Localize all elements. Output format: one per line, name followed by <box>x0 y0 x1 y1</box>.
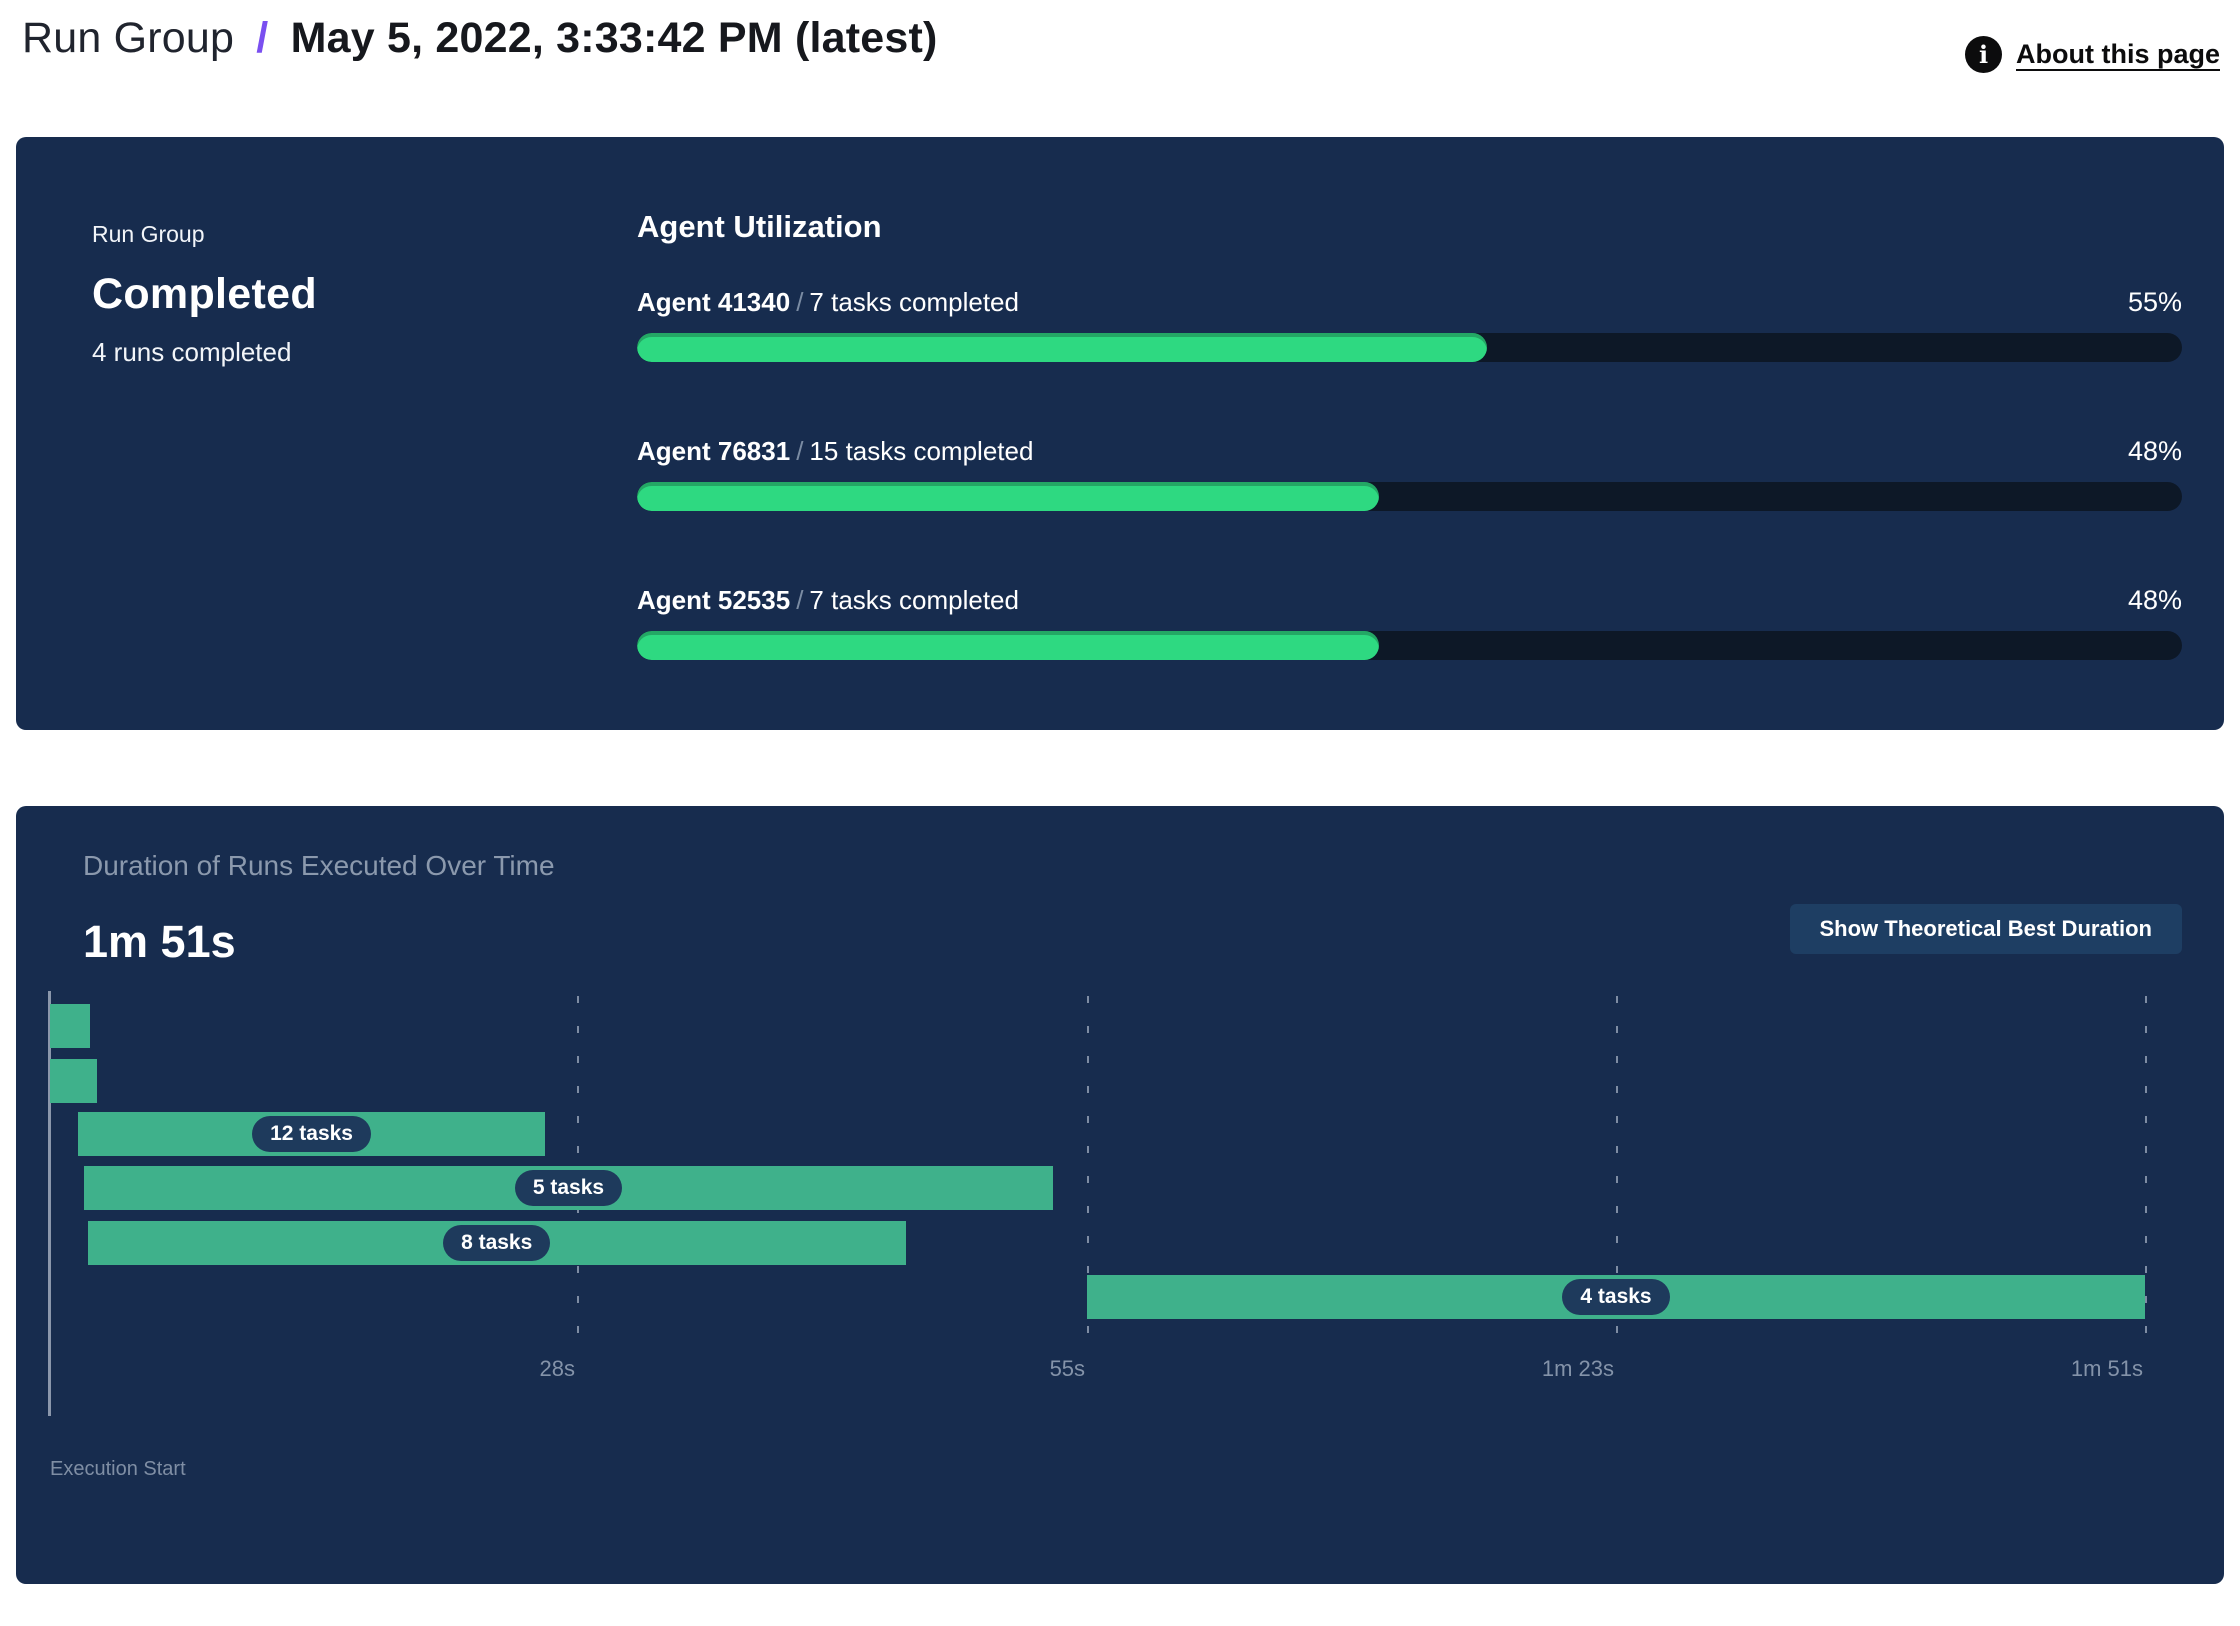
agent-utilization-rows: Agent 41340/7 tasks completed 55% Agent … <box>637 137 2182 730</box>
run-bar[interactable]: 4 tasks <box>1087 1275 2145 1319</box>
agent-label-line: Agent 52535/7 tasks completed 48% <box>637 585 2182 616</box>
execution-start-label: Execution Start <box>50 1458 186 1480</box>
status-subtext: 4 runs completed <box>92 337 292 367</box>
execution-start-axis-line <box>48 991 51 1416</box>
duration-chart-title: Duration of Runs Executed Over Time <box>83 850 555 881</box>
run-bar[interactable]: 5 tasks <box>83 1166 1054 1210</box>
run-duration-gantt-chart: Execution Start 28s 55s 1m 23s 1m 51s 12 tas… <box>48 991 2147 1496</box>
agent-label: Agent 41340/7 tasks completed <box>637 287 1019 318</box>
agent-row: Agent 76831/15 tasks completed 48% <box>637 436 2182 511</box>
agent-label-line: Agent 41340/7 tasks completed 55% <box>637 287 2182 318</box>
breadcrumb-separator: / <box>256 14 269 62</box>
breadcrumb: Run Group / May 5, 2022, 3:33:42 PM (lat… <box>22 14 938 63</box>
run-bar[interactable]: 12 tasks <box>78 1112 545 1156</box>
about-this-page[interactable]: i About this page <box>1965 36 2220 73</box>
about-this-page-link[interactable]: About this page <box>2016 39 2220 69</box>
run-bar[interactable] <box>49 1004 90 1048</box>
utilization-progress-fill <box>637 333 1487 362</box>
agent-utilization-percent: 48% <box>2127 585 2182 615</box>
status-value: Completed <box>92 270 317 318</box>
agent-label-separator: / <box>796 436 804 466</box>
page-title: May 5, 2022, 3:33:42 PM (latest) <box>290 14 938 62</box>
time-tick-label: 28s <box>539 1356 575 1381</box>
agent-label-line: Agent 76831/15 tasks completed 48% <box>637 436 2182 467</box>
time-tick-label: 55s <box>1049 1356 1086 1381</box>
run-group-status-panel: Run Group Completed 4 runs completed Age… <box>16 137 2224 730</box>
task-count-pill: 8 tasks <box>443 1225 551 1261</box>
agent-utilization-percent: 55% <box>2127 287 2182 317</box>
agent-label-separator: / <box>796 585 804 615</box>
run-bar[interactable]: 8 tasks <box>87 1221 906 1265</box>
page-header: Run Group / May 5, 2022, 3:33:42 PM (lat… <box>16 0 2224 137</box>
utilization-progress-fill <box>637 482 1379 511</box>
agent-name: Agent 52535 <box>637 585 791 615</box>
agent-tasks-detail: 15 tasks completed <box>809 436 1034 466</box>
agent-label: Agent 76831/15 tasks completed <box>637 436 1033 467</box>
total-duration-value: 1m 51s <box>83 916 236 967</box>
utilization-progress-fill <box>637 631 1379 660</box>
time-gridline <box>1616 996 1619 1344</box>
time-gridline <box>1087 996 1090 1344</box>
time-gridline <box>2145 996 2147 1344</box>
status-eyebrow: Run Group <box>92 221 205 247</box>
agent-label: Agent 52535/7 tasks completed <box>637 585 1019 616</box>
time-tick-label: 1m 51s <box>2070 1356 2143 1381</box>
utilization-progress-track <box>637 482 2182 511</box>
agent-utilization-percent: 48% <box>2127 436 2182 466</box>
utilization-progress-track <box>637 333 2182 362</box>
run-bar[interactable] <box>49 1059 98 1103</box>
agent-name: Agent 76831 <box>637 436 791 466</box>
run-group-status-block: Run Group Completed 4 runs completed <box>92 221 317 368</box>
agent-utilization-title: Agent Utilization <box>637 209 882 244</box>
breadcrumb-run-group: Run Group <box>22 14 235 62</box>
agent-row: Agent 52535/7 tasks completed 48% <box>637 585 2182 660</box>
task-count-pill: 5 tasks <box>514 1170 623 1206</box>
info-icon: i <box>1965 36 2002 73</box>
utilization-progress-track <box>637 631 2182 660</box>
show-theoretical-best-duration-button[interactable]: Show Theoretical Best Duration <box>1789 904 2182 954</box>
agent-row: Agent 41340/7 tasks completed 55% <box>637 287 2182 362</box>
task-count-pill: 12 tasks <box>252 1116 371 1152</box>
agent-name: Agent 41340 <box>637 287 791 317</box>
agent-tasks-detail: 7 tasks completed <box>809 287 1019 317</box>
task-count-pill: 4 tasks <box>1562 1279 1670 1315</box>
agent-tasks-detail: 7 tasks completed <box>809 585 1019 615</box>
time-tick-label: 1m 23s <box>1541 1356 1615 1381</box>
agent-label-separator: / <box>796 287 804 317</box>
duration-panel: Duration of Runs Executed Over Time 1m 5… <box>16 806 2224 1584</box>
